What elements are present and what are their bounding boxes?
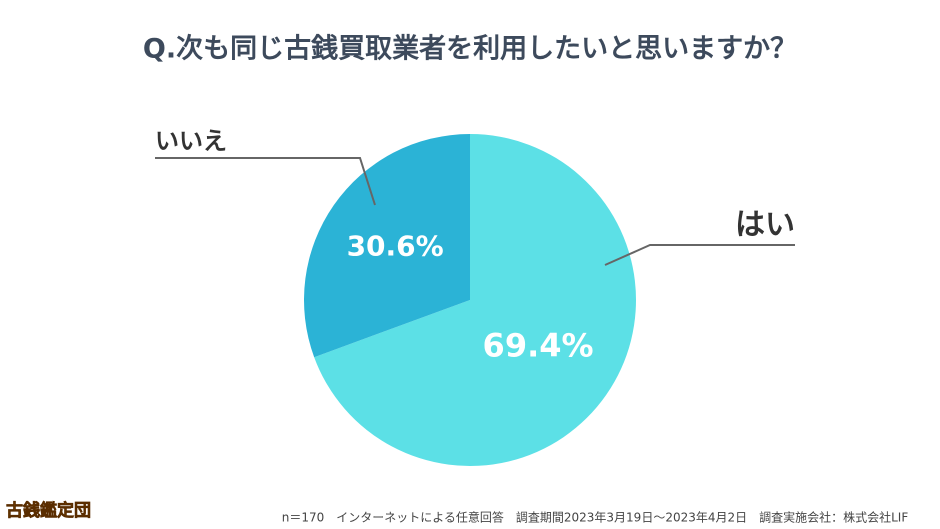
value-label: 69.4%: [483, 327, 594, 365]
footnote: n＝170 インターネットによる任意回答 調査期間2023年3月19日～2023…: [282, 510, 909, 525]
pie-slice: [314, 134, 636, 466]
leader-line: [155, 157, 376, 206]
pie-slice: [303, 133, 470, 358]
chart-title: Q.次も同じ古銭買取業者を利用したいと思いますか？: [143, 34, 797, 65]
category-label: はい: [735, 208, 795, 243]
category-label: いいえ: [155, 127, 227, 155]
pie: [303, 133, 636, 466]
logo: 古銭鑑定団: [6, 500, 91, 521]
value-label: 30.6%: [347, 230, 444, 263]
leader-line: [604, 244, 795, 266]
